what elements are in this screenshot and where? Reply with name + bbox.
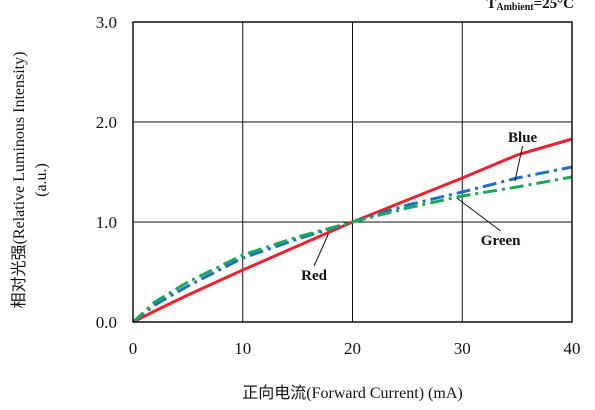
annotation-leader-green: [456, 197, 501, 232]
y-tick-label: 1.0: [96, 213, 117, 232]
series-label-blue: Blue: [508, 130, 538, 146]
y-axis-unit: (a.u.): [33, 163, 50, 197]
x-tick-label: 20: [344, 339, 361, 358]
x-axis-title: 正向电流(Forward Current) (mA): [242, 384, 462, 402]
series-group: [131, 137, 573, 324]
series-line-green: [131, 175, 573, 324]
x-tick-label: 10: [234, 339, 251, 358]
y-tick-label: 0.0: [96, 313, 117, 332]
series-label-red: Red: [301, 268, 327, 284]
annotation-leader-blue: [514, 145, 524, 182]
y-axis-title: 相对光强(Relative Luminous Intensity): [10, 52, 28, 309]
ambient-temperature-note: TAmbient=25°C: [486, 0, 574, 13]
x-tick-label: 30: [454, 339, 471, 358]
y-tick-label: 3.0: [96, 13, 117, 32]
annotation-group: Blue Green Red: [301, 130, 537, 284]
series-label-green: Green: [481, 233, 521, 249]
plot-frame: [132, 21, 573, 323]
x-tick-label: 40: [564, 339, 581, 358]
series-line-red: [132, 137, 573, 324]
annotation-leader-red: [313, 233, 329, 267]
series-line-blue: [132, 165, 573, 324]
y-tick-label: 2.0: [96, 113, 117, 132]
x-tick-label: 0: [129, 339, 138, 358]
grid: [133, 22, 572, 322]
tick-labels: 0 10 20 30 40 0.0 1.0 2.0 3.0: [96, 13, 581, 358]
